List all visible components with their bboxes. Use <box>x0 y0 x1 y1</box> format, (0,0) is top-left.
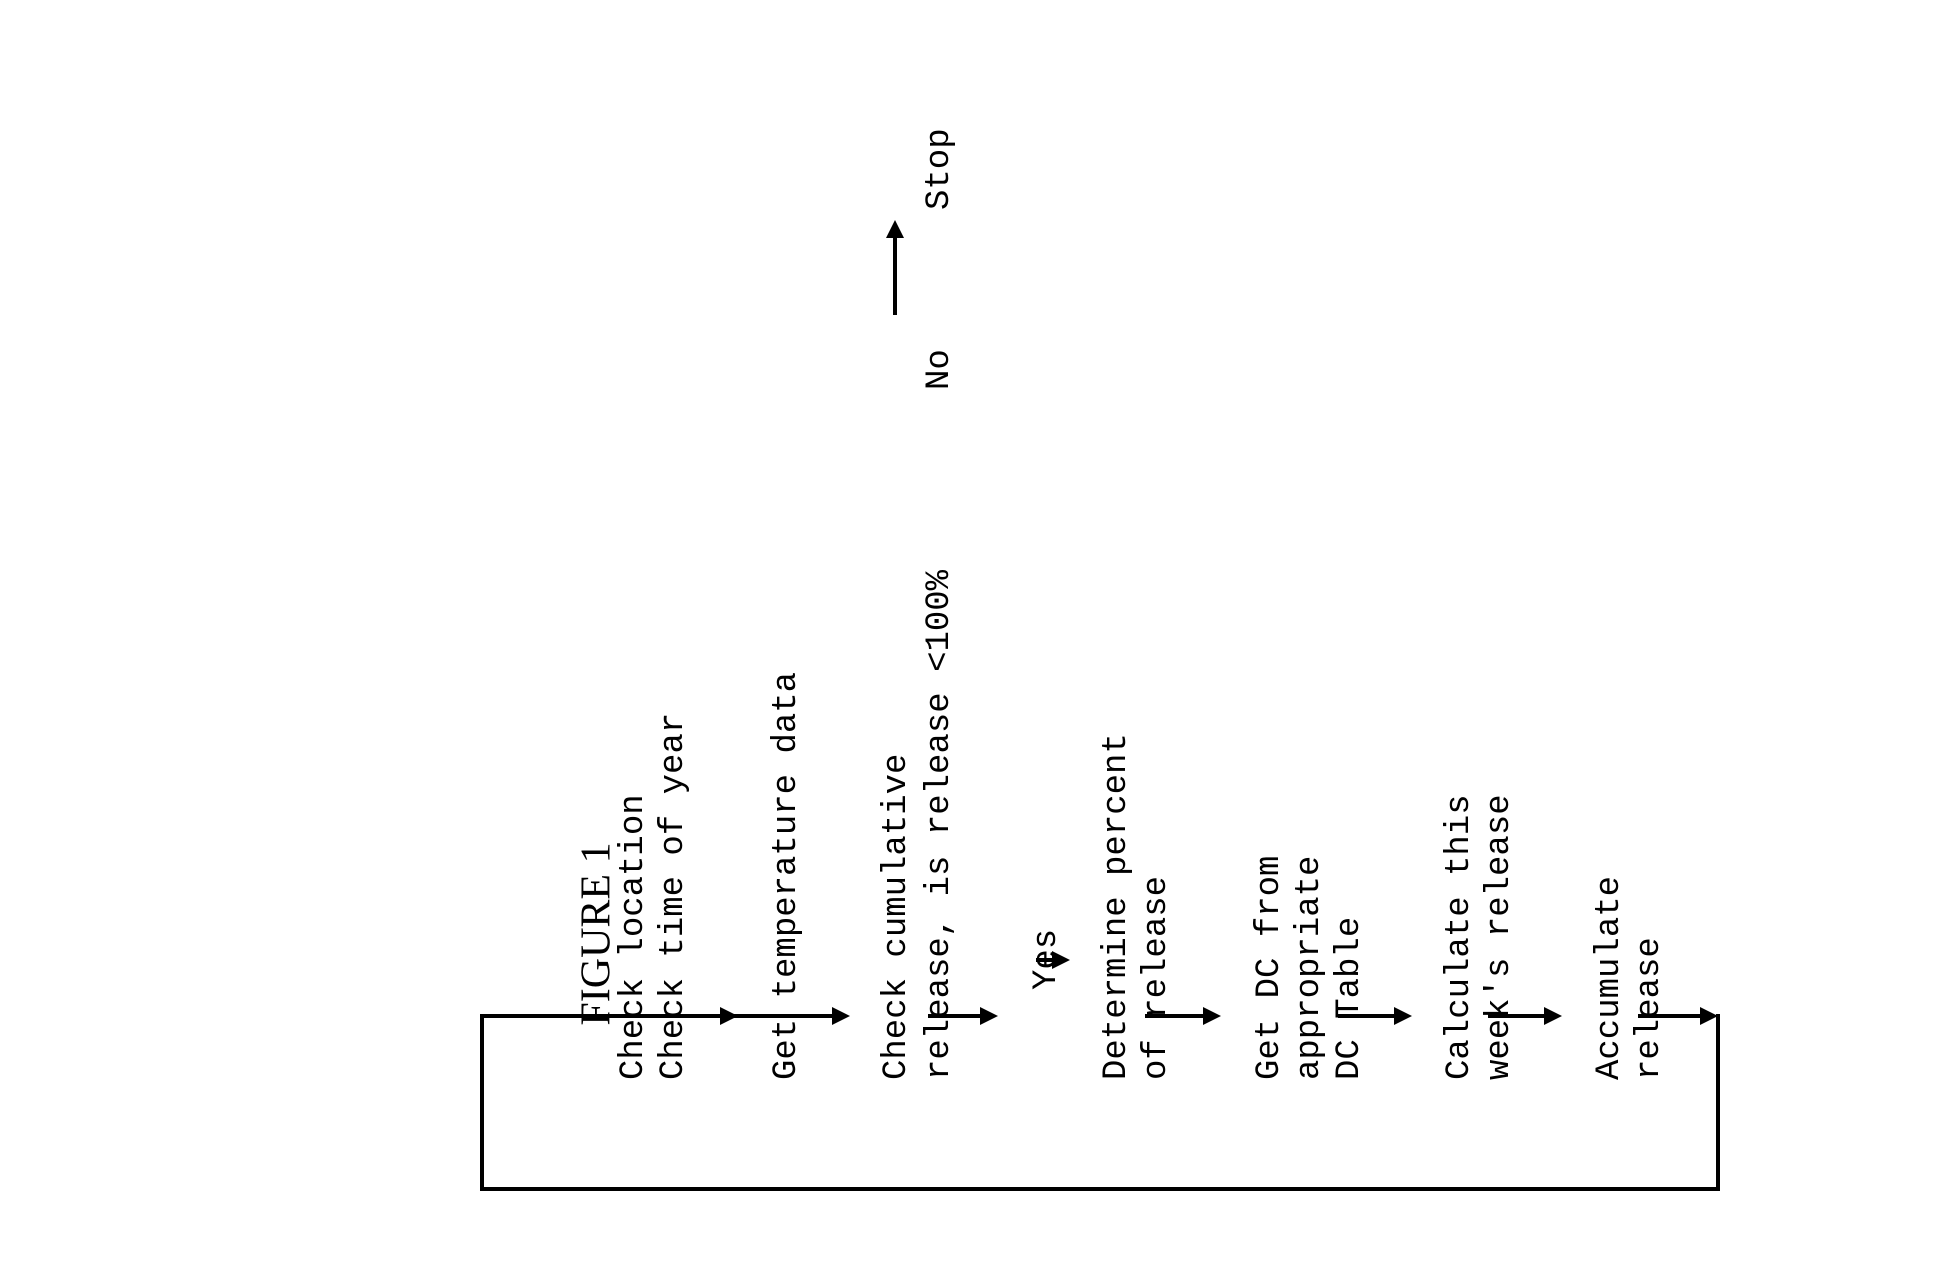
arrowhead-3-yes <box>980 1007 998 1025</box>
flowchart-node-calculate-l2: week's release <box>1481 794 1519 1080</box>
flowchart-node-check-cumulative-l2: release, is release <100% <box>921 570 959 1080</box>
arrow-3-yes <box>928 1014 982 1018</box>
arrowhead-yes-5 <box>1052 951 1070 969</box>
arrow-5-6 <box>1145 1014 1205 1018</box>
loop-arrow-seg4 <box>480 1014 484 1191</box>
flowchart-node-accumulate-l1: Accumulate <box>1591 876 1629 1080</box>
arrow-7-8 <box>1488 1014 1546 1018</box>
arrowhead-2-3 <box>832 1007 850 1025</box>
flowchart-node-accumulate-l2: release <box>1631 937 1669 1080</box>
arrow-no-stop <box>893 235 897 315</box>
arrow-2-3 <box>776 1014 834 1018</box>
arrowhead-no-stop <box>886 220 904 238</box>
arrowhead-5-6 <box>1203 1007 1221 1025</box>
arrow-6-7 <box>1338 1014 1396 1018</box>
flowchart-node-get-dc-l2: appropriate <box>1291 856 1329 1080</box>
flowchart-label-no: No <box>921 349 959 390</box>
flowchart-node-get-dc-l1: Get DC from <box>1251 856 1289 1080</box>
flowchart-node-check-time: Check time of year <box>655 713 693 1080</box>
loop-arrow-seg5 <box>480 1014 776 1018</box>
flowchart-node-get-dc-l3: DC Table <box>1331 917 1369 1080</box>
flowchart-node-check-location: Check location <box>615 794 653 1080</box>
loop-arrow-seg3 <box>480 1187 1720 1191</box>
loop-arrow-seg2 <box>1716 1014 1720 1191</box>
flowchart-label-stop: Stop <box>921 128 959 210</box>
loop-arrow-seg1 <box>1638 1014 1702 1018</box>
arrowhead-6-7 <box>1394 1007 1412 1025</box>
flowchart-node-check-cumulative-l1: Check cumulative <box>878 754 916 1080</box>
flowchart-node-determine-percent-l2: of release <box>1138 876 1176 1080</box>
flowchart-node-get-temperature: Get temperature data <box>768 672 806 1080</box>
arrowhead-7-8 <box>1544 1007 1562 1025</box>
flowchart-node-determine-percent-l1: Determine percent <box>1098 733 1136 1080</box>
figure-title: FIGURE 1 <box>573 842 621 1025</box>
flowchart-node-calculate-l1: Calculate this <box>1441 794 1479 1080</box>
